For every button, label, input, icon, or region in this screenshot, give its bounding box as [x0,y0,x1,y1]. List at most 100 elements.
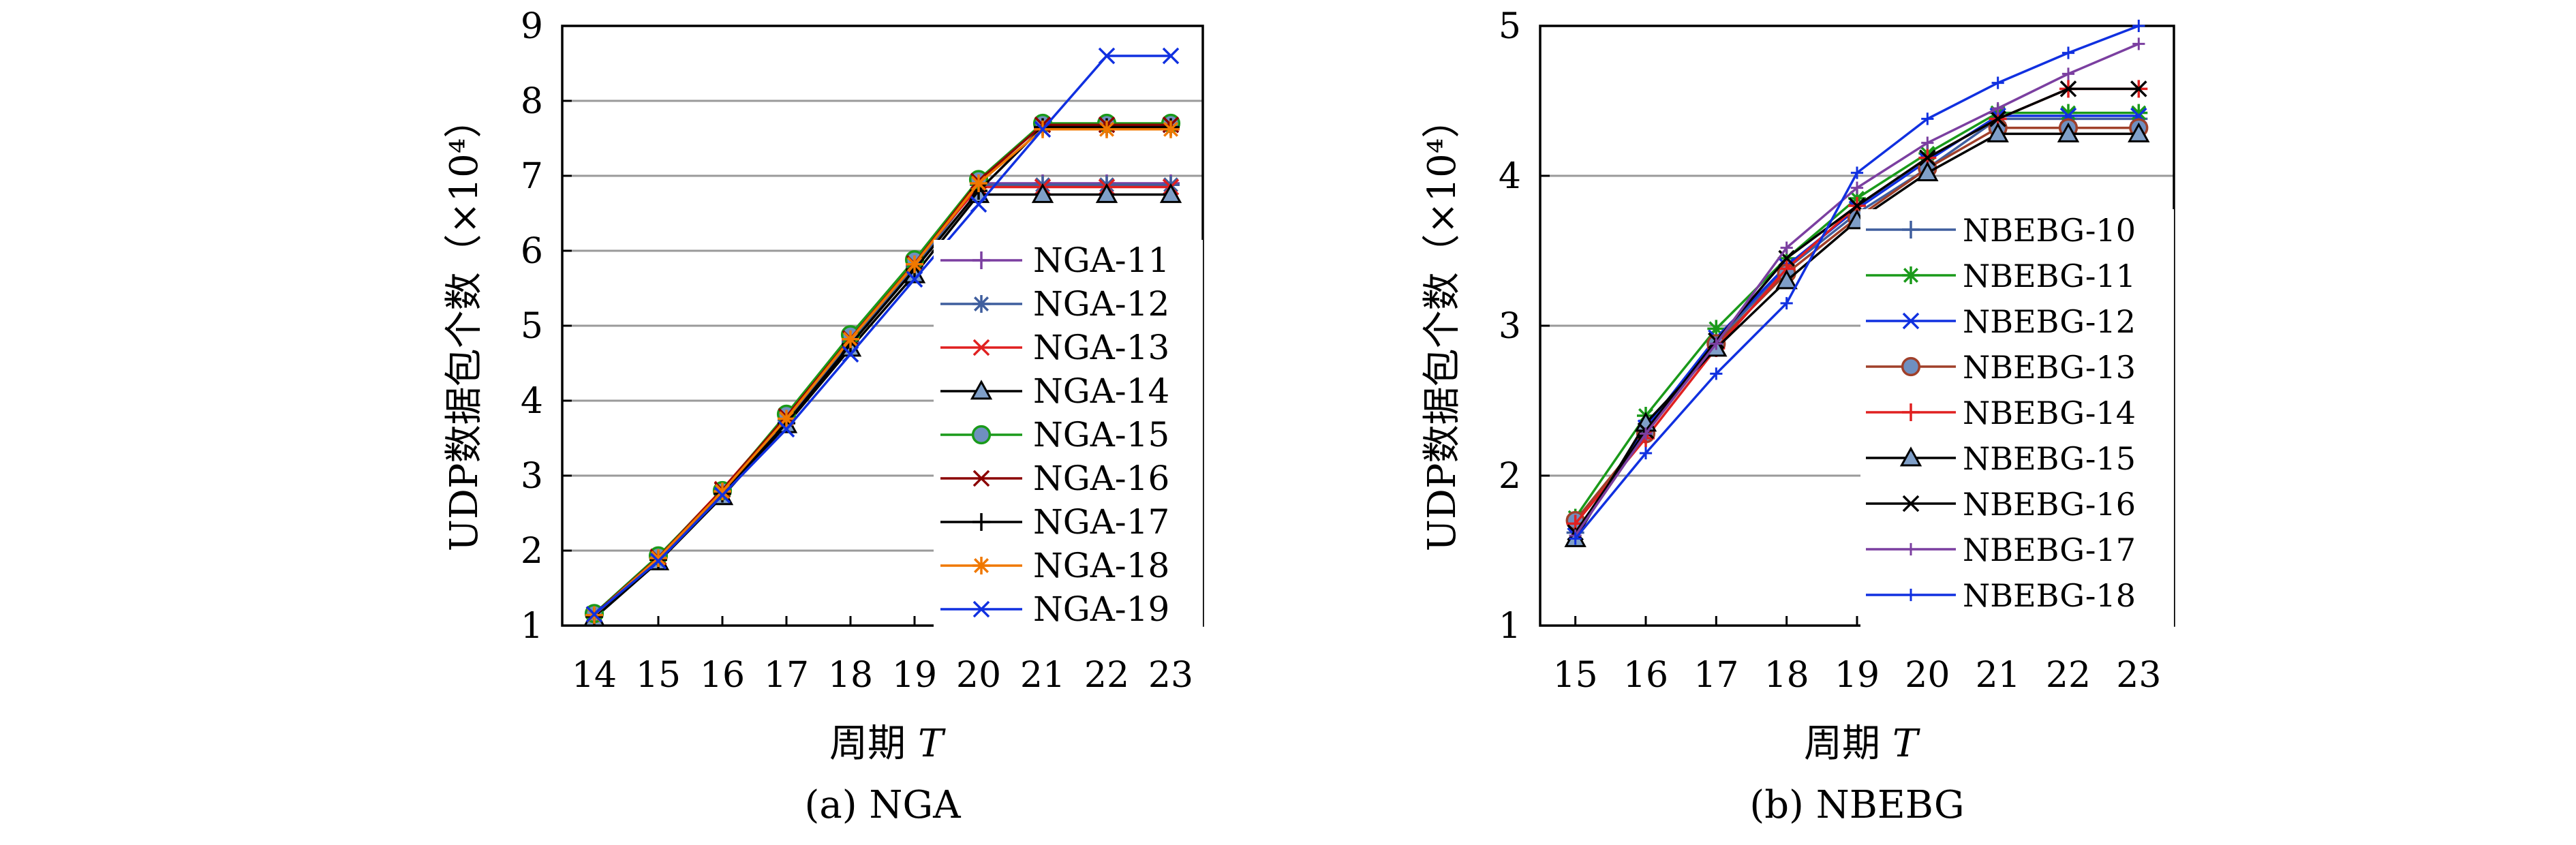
chart-1-series-5-point-shape [1916,161,1939,182]
chart-0-legend-label: NGA-17 [1033,502,1169,542]
chart-0-series-8-point [1162,47,1180,65]
chart-0-xtick-label: 21 [1020,655,1065,696]
chart-1-legend-entry: NBEBG-16 [1866,486,2136,523]
chart-0-legend-label: NGA-18 [1033,546,1169,585]
chart-0-xtick-label: 20 [956,655,1001,696]
chart-1-legend-marker [1902,221,1920,239]
chart-1-legend-marker [1899,446,1922,467]
chart-0-xtick-label: 17 [764,655,809,696]
chart-1-series-8-point [1991,76,2004,89]
chart-0-series-7-point [1162,120,1180,138]
chart-0-series-7-point-d2 [843,331,858,347]
chart-1-xlabel: 周期 [1804,722,1880,766]
chart-0-legend-marker-d2 [972,339,990,356]
chart-1-legend-marker-shape [1899,446,1922,467]
chart-0-legend-marker [972,251,990,269]
chart-0-series-7-point-d2 [651,551,666,566]
chart-0-xtick-label: 14 [572,655,617,696]
chart-0-legend-marker [972,470,990,487]
chart-0-series-3-point [1095,183,1118,203]
chart-1-legend-entry: NBEBG-12 [1866,303,2136,340]
chart-1-legend-entry: NBEBG-18 [1866,577,2136,614]
chart-0-legend-entry: NGA-18 [940,546,1169,585]
chart-1-series-5-point [1775,269,1798,290]
chart-1-series-8-point [1569,532,1582,545]
chart-0-xtick-label: 19 [892,655,937,696]
chart-1-legend-marker [1904,542,1918,556]
chart-0-legend-label: NGA-14 [1033,371,1169,411]
chart-0-legend-entry: NGA-17 [940,502,1169,542]
chart-1-xtick-label: 18 [1764,655,1809,696]
chart-1-legend-label: NBEBG-11 [1963,258,2136,294]
chart-1-ytick-label: 4 [1499,156,1521,197]
chart-0-series-8-point-d2 [1098,47,1116,65]
chart-0-series-8-point [906,271,923,288]
chart-0-xtick-label: 18 [828,655,873,696]
chart-1-ytick-label: 3 [1499,306,1521,347]
chart-1-series-6-point-d2 [2059,80,2077,97]
chart-1-legend: NBEBG-10 NBEBG-11 NBEBG-12 NBEBG-13 NBEBG-14… [1860,209,2174,627]
chart-0-series-7-point [970,174,987,192]
chart-0-series-3-point-shape [1095,183,1118,203]
chart-1-legend-entry: NBEBG-11 [1866,258,2136,294]
chart-1-xtick-label: 17 [1693,655,1738,696]
chart-0-series-8-point-d2 [778,420,795,438]
chart-0-legend-label: NGA-16 [1033,459,1169,498]
chart-1-series-8-point [1850,166,1864,179]
chart-1-legend-label: NBEBG-13 [1963,349,2136,386]
chart-0-series-8-point [649,553,667,570]
chart-1-caption: (b) NBEBG [1749,783,1964,827]
chart-1-legend-label: NBEBG-15 [1963,440,2136,477]
chart-0-series-8-point-d2 [649,553,667,570]
chart-0-legend-marker-d2 [972,600,990,618]
chart-0-legend-marker-d2 [974,296,989,311]
chart-1-legend-label: NBEBG-10 [1963,212,2136,249]
chart-1-series-7-point [1991,102,2004,115]
chart-1-legend-entry: NBEBG-17 [1866,532,2136,568]
chart-0-ytick-label: 6 [521,231,543,272]
chart-1-legend-marker-d2 [1902,312,1920,330]
chart-0-xtick-label: 23 [1148,655,1193,696]
chart-1-legend-box [1860,209,2174,627]
chart-0-xtick-label: 16 [700,655,745,696]
chart-1-series-5-point-shape [1775,269,1798,290]
chart-1-legend-marker [1902,312,1920,330]
chart-0-series-8-line [593,55,1171,615]
chart-1-series-7-point [1921,136,1934,149]
chart-1-series-8-point [1780,296,1793,310]
chart-0-ytick-label: 9 [521,6,543,47]
chart-0-series-8-point [585,606,603,623]
chart-0-series-7-point [649,549,667,567]
chart-0-series-8-point-d2 [585,606,603,623]
chart-0-series-7-point-d2 [1163,121,1178,137]
chart-1-legend-marker-d2 [1902,495,1920,512]
chart-0-legend-label: NGA-12 [1033,284,1169,324]
chart-1-series-7-point [1850,181,1864,194]
chart-0-legend-entry: NGA-11 [940,241,1169,280]
chart-1-xtick-label: 19 [1835,655,1880,696]
chart-1-legend-marker-d2 [1903,268,1918,283]
chart-1-legend-entry: NBEBG-13 [1866,349,2136,386]
chart-1-series-1-point-d2 [2061,105,2076,121]
chart-1-series-8-point [1921,112,1934,125]
chart-1-series-6-point-d2 [1848,197,1866,215]
chart-0-series-7-point-d2 [907,256,922,272]
chart-1-series-6-point [2059,80,2077,97]
chart-0-xlabel: 周期 [829,722,906,766]
chart-1-series-5-point [1987,122,2009,142]
chart-1-series-8-point [2061,46,2075,59]
chart-0-series-8-point [778,420,795,438]
chart-0-legend-entry: NGA-12 [940,284,1169,324]
chart-0-legend-marker [972,600,990,618]
chart-0-legend-label: NGA-11 [1033,241,1169,280]
chart-0-series-7-point-d2 [715,484,730,500]
chart-0-ytick-label: 5 [521,306,543,347]
chart-0-legend-entry: NGA-15 [940,415,1169,455]
chart-1-xtick-label: 23 [2116,655,2161,696]
chart-0-ylabel: UDP数据包个数（×10⁴） [442,100,487,551]
chart-1-series-7-point [2061,67,2075,80]
chart-0-legend-label: NGA-13 [1033,328,1169,367]
chart-1-legend-entry: NBEBG-10 [1866,212,2136,249]
